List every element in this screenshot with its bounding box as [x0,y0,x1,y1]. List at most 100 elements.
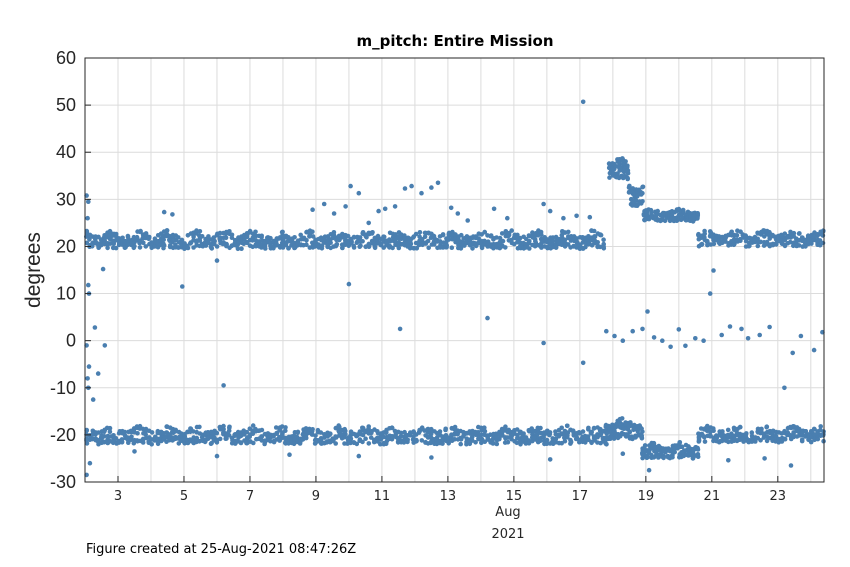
data-point [473,440,478,445]
data-point [223,235,229,241]
data-point [268,438,273,444]
data-point [619,416,625,421]
data-point [283,242,289,248]
data-point [630,328,635,334]
data-point [85,376,90,381]
data-point [295,429,301,435]
data-point [425,434,431,439]
data-point [611,436,617,441]
data-point [409,183,414,189]
data-point [598,232,603,238]
data-point [402,186,408,191]
data-point [799,437,805,443]
data-point [143,244,149,249]
data-point [731,242,737,248]
data-point [182,434,188,439]
data-point [268,235,273,241]
data-point [648,207,654,213]
data-point [137,229,143,235]
data-point [803,244,808,249]
data-point [701,338,706,344]
data-point [743,238,749,244]
data-point [479,440,484,446]
x-tick-label: 11 [374,489,391,504]
data-point [561,215,566,221]
data-point [375,429,380,434]
data-point [429,185,434,190]
data-point [601,244,606,249]
data-point [820,229,826,234]
data-point [640,326,645,332]
data-point [755,236,760,242]
data-point [820,233,826,238]
data-point [208,441,214,447]
data-point [271,433,276,439]
data-point [737,424,743,430]
data-point [389,425,395,431]
data-point [105,245,110,251]
data-point [547,208,553,214]
data-point [677,440,682,446]
data-point [366,426,371,431]
data-point [407,245,413,251]
data-point [419,438,425,443]
data-point [645,309,650,314]
data-point [651,335,657,340]
data-point [505,215,510,221]
data-point [304,242,309,247]
data-point [745,336,751,341]
data-point [378,441,383,447]
data-point [437,429,443,434]
data-point [788,463,794,468]
data-point [363,436,368,442]
data-point [356,453,362,459]
data-point [661,455,666,461]
data-point [679,444,685,450]
data-point [589,429,594,435]
data-point [428,430,434,436]
data-point [214,430,220,436]
data-point [259,234,264,240]
data-point [378,241,383,246]
data-point [86,282,91,288]
data-point [505,435,511,440]
data-point [497,235,503,241]
data-point [354,441,360,447]
data-point [491,245,496,251]
y-tick-label: 20 [56,236,76,256]
data-point [695,215,700,221]
data-point [517,235,523,241]
y-axis-ticks: -30 -20 -10 0 10 20 30 40 50 60 [50,48,91,492]
x-tick-label: 17 [572,489,589,504]
data-point [727,324,733,329]
data-point [464,431,469,436]
data-point [318,437,324,443]
data-point [217,236,223,242]
data-point [446,441,452,446]
data-point [86,433,92,438]
data-point [815,436,821,442]
data-point [762,456,767,461]
x-axis-ticks: 3 5 7 9 11 13 15 17 19 21 23 [114,476,786,504]
data-point [620,338,626,344]
data-point [227,229,232,234]
data-point [568,437,573,443]
data-point [511,431,517,437]
x-tick-label: 7 [246,489,254,504]
data-point [328,240,333,245]
data-point [767,229,772,235]
data-point [767,324,772,330]
data-point [214,233,220,238]
data-point [541,434,546,439]
data-point [235,246,241,252]
data-point [309,431,315,437]
data-point [229,235,235,240]
data-point [129,434,134,440]
data-point [356,190,362,196]
data-point [625,176,630,182]
data-point [116,430,122,436]
data-point [422,234,428,240]
data-point [149,442,154,447]
data-point [262,240,267,245]
data-point [702,231,707,237]
